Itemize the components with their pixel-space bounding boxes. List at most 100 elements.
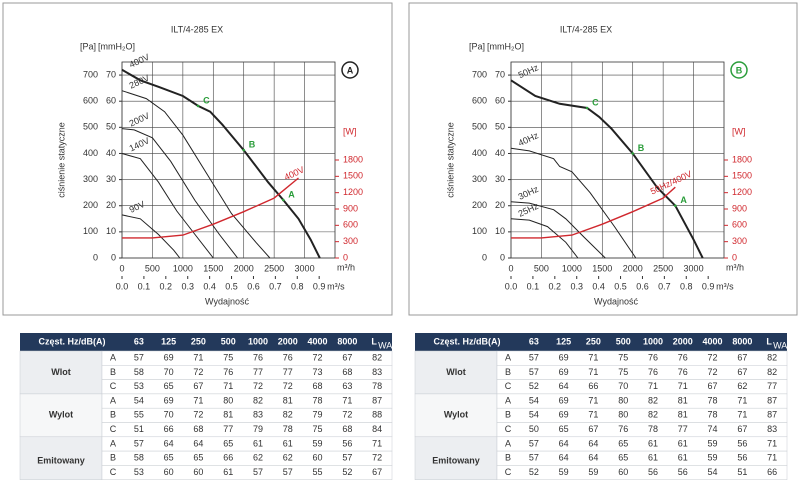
cell: 80 xyxy=(618,410,628,420)
cell: 77 xyxy=(283,367,293,377)
cell: 65 xyxy=(164,453,174,463)
curve xyxy=(122,177,299,239)
mm-tick-label: 40 xyxy=(106,148,116,158)
cell: 81 xyxy=(223,410,233,420)
operating-point xyxy=(196,104,200,108)
y2-tick-label: 1800 xyxy=(343,154,363,164)
cell: 65 xyxy=(223,438,233,448)
plot-frame xyxy=(510,61,725,259)
cell: 75 xyxy=(313,424,323,434)
x-tick-label: 1000 xyxy=(562,263,582,273)
cell: 56 xyxy=(737,438,747,448)
cell: 71 xyxy=(193,353,203,363)
cell: 77 xyxy=(253,367,263,377)
y2-tick-label: 600 xyxy=(343,220,358,230)
cell: 77 xyxy=(767,381,777,391)
x-tick-label: 3000 xyxy=(684,263,704,273)
cell: 76 xyxy=(648,367,658,377)
cell: 76 xyxy=(678,353,688,363)
row-label: B xyxy=(505,367,511,377)
cell: 71 xyxy=(588,367,598,377)
cell: 60 xyxy=(313,453,323,463)
cell: 82 xyxy=(648,410,658,420)
header-cell: 250 xyxy=(586,336,601,346)
y2-tick-label: 1200 xyxy=(343,187,363,197)
cell: 77 xyxy=(223,424,233,434)
cell: 76 xyxy=(223,367,233,377)
cell: 54 xyxy=(708,467,718,477)
cell: 79 xyxy=(253,424,263,434)
curve-label: 40Hz xyxy=(517,130,541,148)
cell: 69 xyxy=(559,410,569,420)
x-tick-label: 2000 xyxy=(234,263,254,273)
cell: 70 xyxy=(164,367,174,377)
group-label: Wlot xyxy=(446,367,466,377)
cell: 72 xyxy=(342,410,352,420)
cell: 52 xyxy=(529,467,539,477)
x-tick-label: 2500 xyxy=(653,263,673,273)
row-label: A xyxy=(110,395,116,405)
row-label: C xyxy=(505,424,512,434)
mm-tick-label: 30 xyxy=(106,174,116,184)
y-axis-title: ciśnienie statyczne xyxy=(56,122,66,198)
x-tick-label: 500 xyxy=(534,263,549,273)
y2-axis-title: [W] xyxy=(343,126,357,136)
x2-tick-label: 0.0 xyxy=(116,281,129,291)
mm-tick-label: 50 xyxy=(106,122,116,132)
cell: 55 xyxy=(313,467,323,477)
cell: 64 xyxy=(559,453,569,463)
cell: 73 xyxy=(313,367,323,377)
y2-axis-title: [W] xyxy=(732,126,746,136)
cell: 54 xyxy=(529,410,539,420)
cell: 72 xyxy=(708,353,718,363)
y-tick-label: 100 xyxy=(472,226,487,236)
y2-tick-label: 300 xyxy=(732,236,747,246)
y2-tick-label: 600 xyxy=(732,220,747,230)
x2-tick-label: 0.6 xyxy=(247,281,260,291)
header-cell: 63 xyxy=(134,336,144,346)
row-label: C xyxy=(110,424,117,434)
y-tick-label: 600 xyxy=(472,96,487,106)
header-cell: Częst. Hz/dB(A) xyxy=(434,336,501,346)
cell: 72 xyxy=(283,381,293,391)
x2-tick-label: 0.7 xyxy=(269,281,282,291)
cell: 56 xyxy=(342,438,352,448)
cell: 68 xyxy=(313,381,323,391)
group-cell xyxy=(414,436,498,480)
operating-point xyxy=(281,198,285,202)
y-axis-title: ciśnienie statyczne xyxy=(445,122,455,198)
cell: 71 xyxy=(223,381,233,391)
cell: 82 xyxy=(253,395,263,405)
header-cell: 125 xyxy=(161,336,176,346)
point-label: A xyxy=(288,189,295,199)
row-label: B xyxy=(110,367,116,377)
header-cell: 1000 xyxy=(643,336,663,346)
row xyxy=(101,465,393,480)
row-label: A xyxy=(110,353,116,363)
row-label: C xyxy=(110,381,117,391)
curve xyxy=(121,68,321,259)
x-tick-label: 1500 xyxy=(592,263,612,273)
mm-unit: [mmH₂O] xyxy=(487,41,524,51)
cell: 72 xyxy=(372,453,382,463)
y-tick-label: 700 xyxy=(472,69,487,79)
y2-tick-label: 900 xyxy=(732,203,747,213)
plot-frame xyxy=(121,61,336,259)
y-tick-label: 600 xyxy=(83,96,98,106)
cell: 67 xyxy=(737,424,747,434)
mm-tick-label: 0 xyxy=(500,252,505,262)
y2-tick-label: 0 xyxy=(732,252,737,262)
cell: 87 xyxy=(767,410,777,420)
cell: 83 xyxy=(767,424,777,434)
cell: 71 xyxy=(588,410,598,420)
cell: 72 xyxy=(193,410,203,420)
cell: 75 xyxy=(618,353,628,363)
cell: 55 xyxy=(134,410,144,420)
cell: 64 xyxy=(588,438,598,448)
cell: 53 xyxy=(134,381,144,391)
operating-point xyxy=(674,204,677,208)
cell: 76 xyxy=(618,424,628,434)
cell: 60 xyxy=(618,467,628,477)
y-tick-label: 500 xyxy=(83,122,98,132)
y-tick-label: 700 xyxy=(83,69,98,79)
